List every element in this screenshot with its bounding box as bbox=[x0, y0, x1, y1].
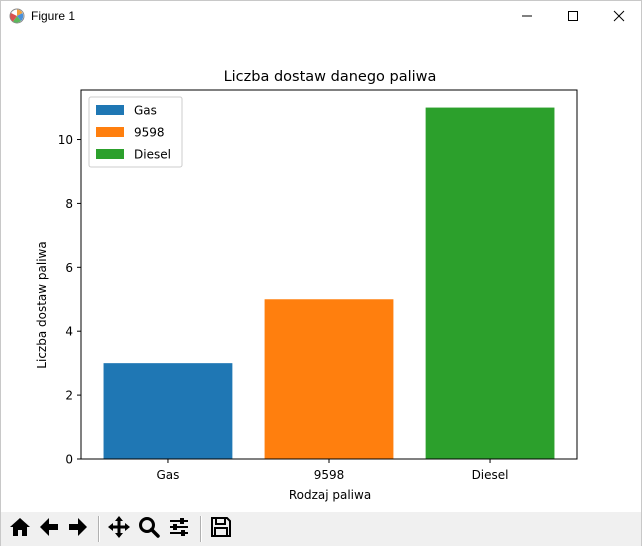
y-axis-label: Liczba dostaw paliwa bbox=[35, 241, 49, 368]
y-tick-label: 10 bbox=[58, 133, 73, 147]
title-bar[interactable]: Figure 1 bbox=[1, 1, 641, 32]
legend-swatch bbox=[96, 105, 124, 115]
zoom-button[interactable] bbox=[135, 515, 163, 543]
legend-swatch bbox=[96, 149, 124, 159]
x-tick-label: Diesel bbox=[472, 468, 509, 482]
legend-label: 9598 bbox=[134, 126, 165, 140]
pan-button[interactable] bbox=[105, 515, 133, 543]
floppy-disk-icon bbox=[209, 515, 233, 543]
x-axis-label: Rodzaj paliwa bbox=[289, 488, 371, 502]
maximize-button[interactable] bbox=[550, 1, 596, 32]
configure-subplots-button[interactable] bbox=[165, 515, 193, 543]
y-tick-label: 8 bbox=[65, 197, 73, 211]
close-icon bbox=[613, 7, 625, 26]
chart-title: Liczba dostaw danego paliwa bbox=[224, 69, 437, 85]
bar-gas bbox=[103, 363, 233, 459]
close-button[interactable] bbox=[596, 1, 642, 32]
minimize-button[interactable] bbox=[504, 1, 550, 32]
y-tick-label: 2 bbox=[65, 389, 73, 403]
legend-swatch bbox=[96, 127, 124, 137]
forward-button[interactable] bbox=[64, 515, 92, 543]
toolbar-separator bbox=[98, 516, 100, 542]
maximize-icon bbox=[567, 7, 579, 26]
legend-label: Gas bbox=[134, 104, 157, 118]
x-tick-label: 9598 bbox=[314, 468, 345, 482]
move-icon bbox=[107, 515, 131, 543]
back-button[interactable] bbox=[35, 515, 63, 543]
magnifier-icon bbox=[137, 515, 161, 543]
figure-canvas[interactable]: Liczba dostaw danego paliwa Rodzaj paliw… bbox=[1, 32, 641, 512]
matplotlib-logo-icon bbox=[9, 8, 25, 24]
home-button[interactable] bbox=[6, 515, 34, 543]
save-button[interactable] bbox=[207, 515, 235, 543]
y-tick-label: 6 bbox=[65, 261, 73, 275]
window-title: Figure 1 bbox=[31, 9, 76, 23]
sliders-icon bbox=[167, 515, 191, 543]
y-tick-label: 0 bbox=[65, 453, 73, 467]
bar-9598 bbox=[264, 299, 394, 459]
bar-chart: Liczba dostaw danego paliwa Rodzaj paliw… bbox=[35, 69, 578, 502]
y-tick-label: 4 bbox=[65, 325, 73, 339]
axes-frame bbox=[80, 89, 578, 460]
minimize-icon bbox=[521, 7, 533, 26]
home-icon bbox=[8, 515, 32, 543]
navigation-toolbar bbox=[1, 512, 641, 546]
bar-diesel bbox=[425, 107, 555, 460]
x-tick-label: Gas bbox=[157, 468, 180, 482]
arrow-right-icon bbox=[66, 515, 90, 543]
legend: Gas 9598 Diesel bbox=[88, 96, 183, 168]
toolbar-separator bbox=[200, 516, 202, 542]
arrow-left-icon bbox=[37, 515, 61, 543]
legend-label: Diesel bbox=[134, 148, 171, 162]
